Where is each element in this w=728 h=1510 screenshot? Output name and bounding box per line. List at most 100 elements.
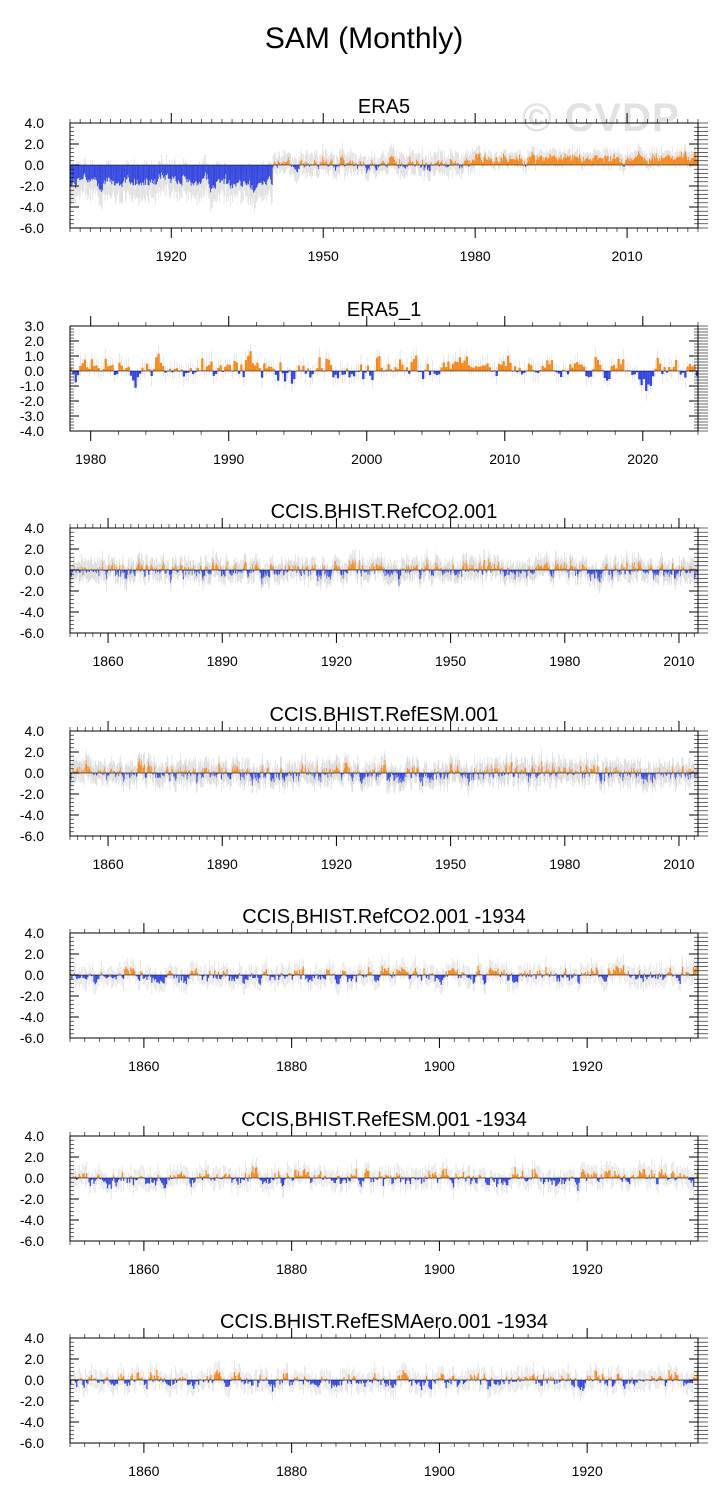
bar [504,365,508,371]
plot-frame [69,527,699,634]
bar [99,772,101,773]
bar [285,566,287,570]
bar [371,371,374,381]
bar [155,570,157,574]
bar [303,570,305,574]
bar [235,165,237,187]
bar [128,165,130,178]
bar [217,367,220,371]
bar [623,567,625,570]
bar [410,570,412,572]
bar [198,569,200,570]
bar [447,361,450,371]
bar [150,565,152,570]
bar [464,160,466,165]
bar [580,570,582,573]
bar [436,162,438,165]
bar [102,369,105,371]
bar [136,567,138,570]
bar [186,165,188,183]
bar [82,770,84,773]
bar [525,570,527,573]
bar [543,564,545,570]
bar [447,165,449,167]
bar [78,771,80,773]
bar [403,568,405,570]
bar [671,155,673,165]
bar [591,570,593,574]
bar [111,771,113,773]
bar [542,157,544,165]
bar [380,562,382,570]
bar [350,564,352,570]
bar [482,162,484,165]
bar [349,568,351,570]
bar [400,570,402,576]
bar [691,366,694,371]
bar [167,568,169,570]
bar [188,570,190,575]
bar [340,156,342,165]
bar [373,566,375,570]
bar [523,570,525,572]
bar [238,570,240,573]
x-tick-label: 1920 [156,248,187,264]
bar [479,152,481,165]
bar [531,570,533,573]
bar [172,165,174,177]
bar [252,165,254,190]
bar [610,568,612,570]
bar [550,570,552,576]
bar [380,162,382,165]
bar [273,163,275,165]
bar [615,159,617,165]
bar [229,165,231,186]
bar [458,357,462,371]
bar [226,165,228,184]
bar [665,156,667,165]
bar [472,566,474,570]
bar [498,161,500,165]
bar [209,165,211,188]
chart-title: CCIS.BHIST.RefESM.001 [270,704,499,726]
bar [347,162,349,165]
bar [339,162,341,165]
bar [93,771,95,773]
bar [690,570,692,574]
bar [330,570,332,576]
bar [656,570,658,574]
bar [354,163,356,165]
bar [305,165,307,167]
bar [378,355,381,371]
bar [486,363,489,371]
bar [156,165,158,185]
bar [467,160,469,165]
bar [111,565,113,570]
bar [201,570,203,578]
bar [514,159,516,165]
bar [234,570,236,574]
bar [87,769,89,773]
bar [395,570,397,572]
bar [562,567,564,570]
bar [288,564,290,570]
bar [623,165,625,167]
bar [644,159,646,165]
bar [148,765,150,773]
bar [417,161,419,165]
bar [385,570,387,572]
bar [604,155,606,165]
bar [382,161,384,165]
bar [221,371,225,372]
bar [119,165,121,185]
bar [457,162,459,165]
bar [306,161,308,165]
bar [471,159,473,165]
bar [328,570,330,577]
bar [616,157,618,165]
bar [270,165,272,180]
bar [450,159,452,165]
bar [162,564,164,570]
bar [612,570,614,571]
